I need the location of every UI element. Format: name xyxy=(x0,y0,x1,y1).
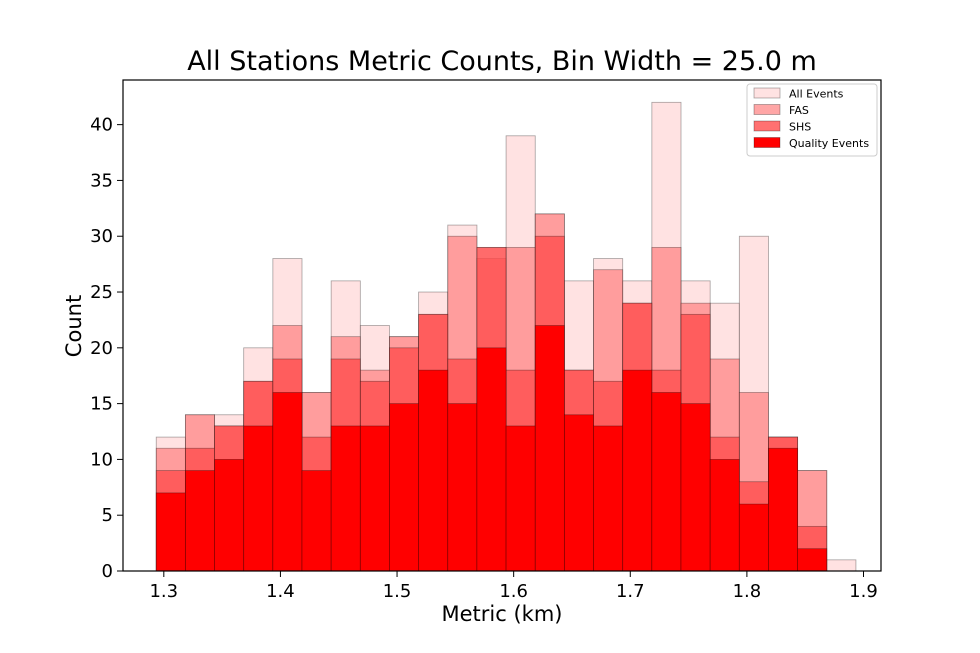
bar-quality-events-22 xyxy=(797,548,828,572)
bar-quality-events-10 xyxy=(447,403,478,572)
bar-quality-events-9 xyxy=(418,369,449,572)
chart-title: All Stations Metric Counts, Bin Width = … xyxy=(187,46,817,77)
bar-quality-events-14 xyxy=(563,414,594,572)
x-tick-label: 1.5 xyxy=(383,581,412,602)
x-axis: 1.3 1.4 1.5 1.6 1.7 1.8 1.9 xyxy=(149,571,878,602)
legend-label-fas: FAS xyxy=(789,104,809,117)
y-tick-label: 30 xyxy=(90,226,113,247)
y-tick-label: 0 xyxy=(102,561,113,582)
y-tick-label: 35 xyxy=(90,170,113,191)
x-tick-label: 1.6 xyxy=(499,581,528,602)
bar-quality-events-1 xyxy=(184,470,215,572)
bar-quality-events-3 xyxy=(243,425,274,572)
x-tick-label: 1.7 xyxy=(616,581,645,602)
y-axis-label: Count xyxy=(62,295,86,357)
y-tick-label: 15 xyxy=(90,394,113,415)
bar-quality-events-12 xyxy=(505,425,536,572)
bar-quality-events-13 xyxy=(534,325,565,572)
bar-quality-events-2 xyxy=(214,459,245,572)
x-tick-label: 1.9 xyxy=(849,581,878,602)
bar-quality-events-6 xyxy=(330,425,361,572)
bar-quality-events-8 xyxy=(389,403,420,572)
x-tick-label: 1.3 xyxy=(149,581,178,602)
legend: All Events FAS SHS Quality Events xyxy=(746,83,878,157)
legend-label-all-events: All Events xyxy=(789,88,844,101)
bar-quality-events-21 xyxy=(768,447,799,572)
y-tick-label: 25 xyxy=(90,282,113,303)
x-tick-label: 1.8 xyxy=(733,581,762,602)
bar-quality-events-20 xyxy=(738,503,769,572)
y-tick-label: 5 xyxy=(102,505,113,526)
legend-swatch-quality-events xyxy=(753,137,781,148)
legend-label-shs: SHS xyxy=(789,121,811,134)
bar-quality-events-16 xyxy=(622,369,653,572)
bar-quality-events-0 xyxy=(155,492,186,572)
legend-swatch-fas xyxy=(753,104,781,115)
legend-swatch-all-events xyxy=(753,87,781,99)
bar-quality-events-7 xyxy=(359,425,390,572)
plot-frame xyxy=(122,79,882,572)
x-axis-label: Metric (km) xyxy=(442,602,563,626)
bar-quality-events-17 xyxy=(651,392,682,572)
y-tick-label: 40 xyxy=(90,115,113,136)
bar-quality-events-15 xyxy=(593,425,624,572)
y-tick-label: 20 xyxy=(90,338,113,359)
x-tick-label: 1.4 xyxy=(266,581,295,602)
y-tick-label: 10 xyxy=(90,449,113,470)
bar-quality-events-19 xyxy=(709,459,740,572)
bars-layer xyxy=(155,101,857,572)
legend-swatch-shs xyxy=(753,120,781,132)
y-axis: 0 5 10 15 20 25 30 35 40 xyxy=(90,115,123,582)
bar-quality-events-11 xyxy=(476,347,507,572)
bar-quality-events-5 xyxy=(301,470,332,572)
bar-quality-events-4 xyxy=(272,392,303,572)
bar-quality-events-18 xyxy=(680,403,711,572)
bar-all-events-23 xyxy=(826,559,857,572)
legend-label-quality-events: Quality Events xyxy=(789,137,869,150)
